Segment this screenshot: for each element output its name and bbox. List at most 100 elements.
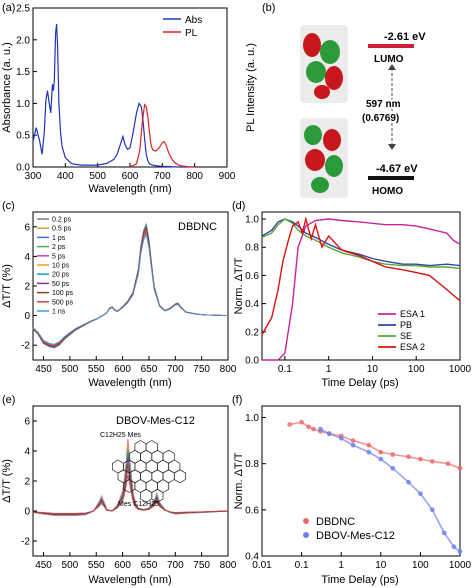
y-tick-label-d: 0.8 <box>245 243 259 254</box>
legend-label-500-ps: 500 ps <box>52 299 74 306</box>
gap-value: (0.6769) <box>362 113 399 124</box>
x-tick-label-d: 100 <box>408 364 425 375</box>
plot-frame-d <box>261 211 461 361</box>
x-tick-label-e: 700 <box>167 560 184 571</box>
y-axis-label-f: Norm. ΔT/T <box>233 452 245 509</box>
y-tick-label-f: 0.4 <box>245 552 259 563</box>
legend-marker-dbov-mes-c12 <box>303 532 309 538</box>
x-tick-label-e: 450 <box>35 560 52 571</box>
legend-label-100-ps: 100 ps <box>52 290 74 297</box>
y-axis-label-d: Norm. ΔT/T <box>233 257 245 314</box>
panel-c-letter: (c) <box>2 200 15 212</box>
y-tick-label-c: 2 <box>24 282 30 293</box>
series-line-10 <box>32 474 229 514</box>
series-fit-dbov-mes-c12 <box>320 428 461 553</box>
panel-e-structure: C12H25 Mes Mes C12H25 <box>100 432 186 508</box>
y-axis-label-e: ΔT/T (%) <box>1 459 13 503</box>
x-tick-label-f: 0.1 <box>295 560 309 571</box>
panel-a-letter: (a) <box>2 2 15 14</box>
structure-rings <box>112 440 186 503</box>
series-line-se <box>261 218 461 270</box>
x-tick-label-a: 600 <box>122 171 139 182</box>
legend-label-dbdnc: DBDNC <box>316 516 355 528</box>
x-tick-label-c: 550 <box>88 364 105 375</box>
legend-label-esa-2: ESA 2 <box>400 342 425 352</box>
y-tick-label-d: 1.0 <box>245 215 259 226</box>
y-tick-label-d: 0.4 <box>245 299 259 310</box>
y-tick-label-c: 0 <box>24 311 30 322</box>
x-tick-label-d: 0.1 <box>278 364 292 375</box>
gap-value-halo: (0.6769) <box>362 113 399 124</box>
structure-ring <box>151 488 164 503</box>
x-tick-label-d: 10 <box>367 364 379 375</box>
y-tick-label-f: 0.6 <box>245 505 259 516</box>
x-axis-label-e: Wavelength (nm) <box>88 574 171 586</box>
x-tick-label-d: 1000 <box>449 364 472 375</box>
panel-f-chart: 0.01 0.1 1 10 100 1000 0.4 0.6 0.8 1.0 Time Delay … <box>233 405 472 586</box>
x-axis-label-a: Wavelength (nm) <box>88 183 171 195</box>
chart-annotation-e: DBOV-Mes-C12 <box>116 415 195 427</box>
lumo-level <box>368 44 414 48</box>
y-tick-label-c: -2 <box>21 341 30 352</box>
legend-label-0.2-ps: 0.2 ps <box>52 217 72 224</box>
y-tick-label-a: 1.0 <box>16 99 30 110</box>
y-axis-label-c: ΔT/T (%) <box>1 264 13 308</box>
x-tick-label-a: 300 <box>25 171 42 182</box>
y-tick-label-e: -2 <box>21 537 30 548</box>
panel-b-diagram: -2.61 eV LUMO 597 nm 597 nm (0.6769) (0.… <box>300 25 426 198</box>
x-tick-label-e: 600 <box>114 560 131 571</box>
gap-wavelength-halo: 597 nm <box>366 99 401 110</box>
panel-f-letter: (f) <box>232 394 242 406</box>
x-tick-label-a: 500 <box>89 171 106 182</box>
y-tick-label-d: 0.0 <box>245 356 259 367</box>
legend-label-esa-1: ESA 1 <box>400 309 425 319</box>
panel-e-chart: 450 500 550 600 650 700 750 800 -2 0 2 4 6 Wavelength… <box>1 405 237 586</box>
series-line-esa-1 <box>262 218 461 361</box>
series-line-esa-2 <box>261 216 461 335</box>
x-tick-label-f: 0.01 <box>252 560 272 571</box>
x-tick-label-c: 450 <box>35 364 52 375</box>
panel-b-letter: (b) <box>262 2 275 14</box>
homo-label: HOMO <box>372 186 403 197</box>
x-axis-label-c: Wavelength (nm) <box>88 377 171 389</box>
x-tick-label-e: 650 <box>141 560 158 571</box>
legend-marker-dbdnc <box>303 518 309 524</box>
x-tick-label-f: 10 <box>375 560 387 571</box>
legend-label-20-ps: 20 ps <box>52 272 70 279</box>
legend-label-50-ps: 50 ps <box>52 281 70 288</box>
x-tick-label-c: 700 <box>167 364 184 375</box>
x-tick-label-a: 800 <box>186 171 203 182</box>
legend-label-se: SE <box>400 331 412 341</box>
y-tick-label-f: 1.0 <box>245 413 259 424</box>
series-line-abs <box>32 23 195 168</box>
panel-d-letter: (d) <box>232 200 245 212</box>
panel-e-letter: (e) <box>2 394 15 406</box>
x-tick-label-d: 1 <box>326 364 332 375</box>
y-axis-label-right-a: PL Intensity (a. u.) <box>245 43 257 132</box>
x-tick-label-e: 800 <box>220 560 237 571</box>
y-tick-label-a: 0.5 <box>16 131 30 142</box>
panel-d-chart: 0.1 1 10 100 1000 0.0 0.2 0.4 0.6 0.8 1.0 Time Dela… <box>233 211 472 389</box>
legend-label-dbov-mes-c12: DBOV-Mes-C12 <box>316 530 395 542</box>
legend-label-2-ps: 2 ps <box>52 244 66 251</box>
lumo-label: LUMO <box>374 54 404 65</box>
plot-frame-f <box>261 405 461 557</box>
x-tick-label-a: 700 <box>154 171 171 182</box>
x-tick-label-f: 1000 <box>449 560 472 571</box>
legend-label-0.5-ps: 0.5 ps <box>52 226 72 233</box>
x-axis-label-f: Time Delay (ps) <box>321 574 398 586</box>
y-tick-label-a: 2.5 <box>16 4 30 15</box>
y-tick-label-f: 0.8 <box>245 459 259 470</box>
series-line-pl <box>129 103 195 168</box>
x-tick-label-e: 550 <box>88 560 105 571</box>
chart-annotation-c: DBDNC <box>178 221 217 233</box>
y-tick-label-c: 4 <box>24 252 30 263</box>
y-tick-label-a: 1.5 <box>16 67 30 78</box>
y-tick-label-e: 2 <box>24 477 30 488</box>
homo-energy: -4.67 eV <box>376 163 418 175</box>
x-tick-label-f: 1 <box>338 560 344 571</box>
legend-label-10-ps: 10 ps <box>52 263 70 270</box>
lumo-molecule-image <box>300 25 348 103</box>
gap-arrow-head-up <box>388 64 396 70</box>
lumo-energy: -2.61 eV <box>384 31 426 43</box>
